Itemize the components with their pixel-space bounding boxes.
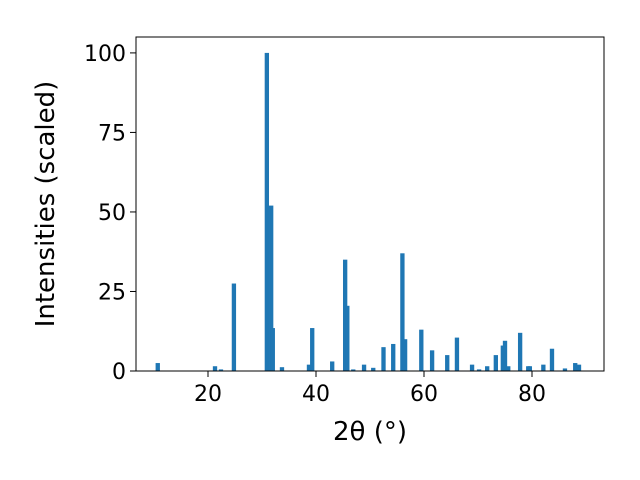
bar — [485, 366, 490, 371]
bar — [506, 366, 511, 371]
bar — [400, 253, 405, 371]
bar — [429, 350, 435, 371]
bar — [264, 52, 270, 372]
bar — [310, 328, 315, 371]
y-tick-label: 100 — [84, 42, 126, 67]
bar — [391, 343, 396, 371]
bar — [361, 364, 367, 371]
bar — [402, 339, 408, 371]
bar — [576, 364, 582, 371]
bar — [371, 367, 376, 371]
x-axis-label: 2θ (°) — [333, 417, 407, 447]
bar — [218, 369, 224, 371]
bar — [270, 328, 275, 371]
y-tick-label: 25 — [98, 280, 126, 305]
bar — [527, 366, 533, 371]
x-tick-label: 20 — [194, 382, 222, 407]
bar — [231, 283, 237, 371]
y-tick-label: 50 — [98, 201, 126, 226]
bar — [541, 364, 546, 371]
bar — [493, 355, 498, 371]
bar — [502, 340, 508, 371]
x-tick-label: 60 — [410, 382, 438, 407]
y-tick-label: 75 — [98, 121, 126, 146]
bar — [476, 369, 482, 371]
bar — [212, 366, 218, 371]
x-tick-label: 40 — [302, 382, 330, 407]
y-tick-label: 0 — [112, 360, 126, 385]
bar — [269, 205, 274, 371]
bar — [345, 305, 350, 371]
bar — [351, 369, 356, 371]
bar — [562, 368, 568, 371]
bar — [381, 347, 386, 371]
bar — [549, 348, 555, 371]
x-tick-label: 80 — [518, 382, 546, 407]
bar — [330, 361, 335, 371]
bar — [155, 363, 160, 371]
bar — [419, 329, 424, 371]
bar — [573, 363, 578, 371]
y-axis-label: Intensities (scaled) — [31, 81, 61, 328]
bar — [517, 332, 523, 371]
plot-frame — [135, 36, 605, 372]
bar — [445, 355, 450, 371]
bar — [306, 364, 312, 371]
bar — [454, 337, 460, 371]
bar — [279, 367, 285, 371]
bar — [469, 364, 475, 371]
